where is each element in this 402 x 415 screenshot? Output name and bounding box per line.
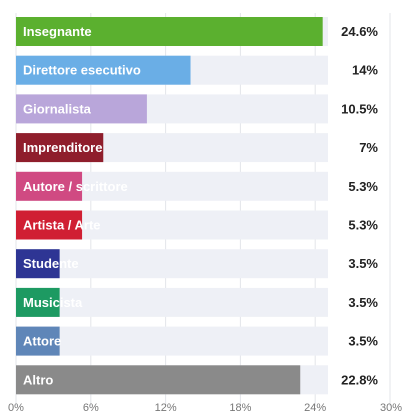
bar xyxy=(16,17,323,46)
bar-value-label: 24.6% xyxy=(341,24,378,39)
bar-row: Insegnante 24.6% xyxy=(16,17,378,46)
bar xyxy=(16,133,104,163)
bar-category-label: Giornalista xyxy=(23,101,92,116)
bar-row: Attore 3.5% xyxy=(16,326,378,356)
bar-row: Artista / Arte 5.3% xyxy=(16,210,378,240)
bar xyxy=(16,94,147,124)
bar-row: Imprenditore 7% xyxy=(16,133,378,163)
x-axis-ticks: 0% 6% 12% 18% 24% 30% xyxy=(8,402,402,414)
bar xyxy=(16,210,83,240)
bar-category-label: Studente xyxy=(23,256,79,271)
bar xyxy=(16,249,60,279)
bar xyxy=(16,365,301,395)
bar xyxy=(16,55,191,85)
x-tick-label: 18% xyxy=(229,402,251,414)
bar-row: Direttore esecutivo 14% xyxy=(16,55,378,85)
bar-row: Studente 3.5% xyxy=(16,249,378,279)
x-tick-label: 24% xyxy=(304,402,326,414)
bars-group: Insegnante 24.6% Direttore esecutivo 14% Gio… xyxy=(16,17,378,395)
bar-track xyxy=(16,326,328,356)
bar-category-label: Direttore esecutivo xyxy=(23,63,141,78)
x-tick-label: 6% xyxy=(83,402,99,414)
bar-value-label: 22.8% xyxy=(341,372,378,387)
bar-category-label: Imprenditore xyxy=(23,140,102,155)
bar-value-label: 10.5% xyxy=(341,101,378,116)
bar-value-label: 5.3% xyxy=(348,179,378,194)
bar-value-label: 3.5% xyxy=(348,295,378,310)
bar-row: Musicista 3.5% xyxy=(16,287,378,317)
x-tick-label: 30% xyxy=(380,402,402,414)
bar-row: Giornalista 10.5% xyxy=(16,94,378,124)
bar-category-label: Attore xyxy=(23,334,61,349)
bar-category-label: Altro xyxy=(23,372,53,387)
bar-track xyxy=(16,287,328,317)
x-tick-label: 0% xyxy=(8,402,24,414)
bar-value-label: 3.5% xyxy=(348,334,378,349)
bar-value-label: 7% xyxy=(359,140,378,155)
bar-category-label: Insegnante xyxy=(23,24,92,39)
bar-category-label: Autore / scrittore xyxy=(23,179,128,194)
bar-category-label: Artista / Arte xyxy=(23,218,101,233)
bar-value-label: 14% xyxy=(352,63,378,78)
bar-track xyxy=(16,249,328,279)
bar xyxy=(16,326,60,356)
bar-row: Autore / scrittore 5.3% xyxy=(16,171,378,201)
bar-value-label: 3.5% xyxy=(348,256,378,271)
bar xyxy=(16,287,60,317)
x-tick-label: 12% xyxy=(155,402,177,414)
bar-category-label: Musicista xyxy=(23,295,83,310)
bar-row: Altro 22.8% xyxy=(16,365,378,395)
bar-value-label: 5.3% xyxy=(348,218,378,233)
bar xyxy=(16,171,83,201)
